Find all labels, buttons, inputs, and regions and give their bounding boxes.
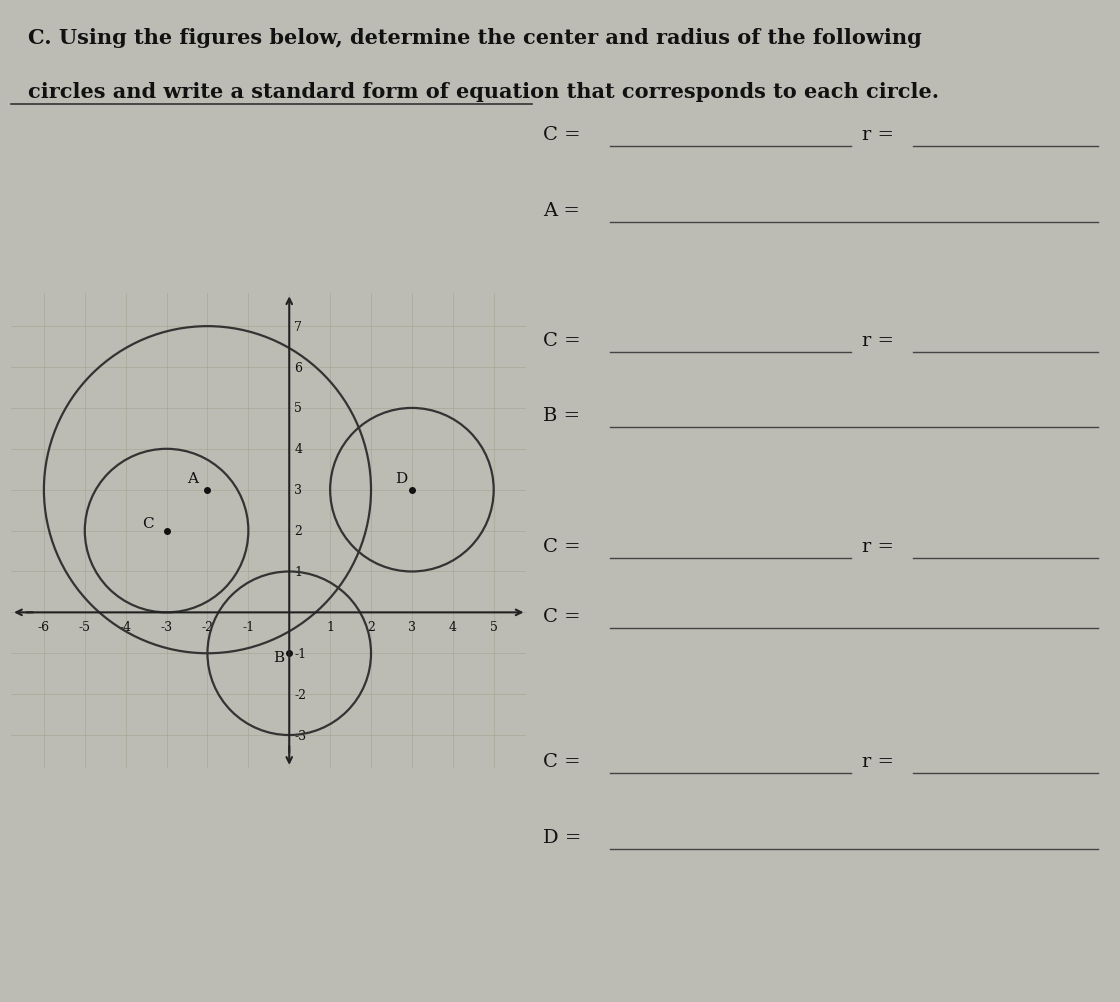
Text: A: A xyxy=(187,471,198,485)
Text: 4: 4 xyxy=(449,620,457,633)
Text: 1: 1 xyxy=(326,620,334,633)
Text: A =: A = xyxy=(543,201,580,219)
Text: -6: -6 xyxy=(38,620,50,633)
Text: C =: C = xyxy=(543,537,581,555)
Text: 2: 2 xyxy=(367,620,375,633)
Text: -5: -5 xyxy=(78,620,91,633)
Text: 5: 5 xyxy=(295,402,302,415)
Text: r =: r = xyxy=(862,537,895,555)
Text: 1: 1 xyxy=(295,565,302,578)
Text: C =: C = xyxy=(543,126,581,144)
Text: r =: r = xyxy=(862,753,895,771)
Text: B: B xyxy=(273,650,284,664)
Text: 3: 3 xyxy=(295,484,302,497)
Text: -2: -2 xyxy=(295,688,306,701)
Text: B =: B = xyxy=(543,407,580,425)
Text: -2: -2 xyxy=(202,620,214,633)
Text: 5: 5 xyxy=(489,620,497,633)
Text: D: D xyxy=(395,471,408,485)
Text: C =: C = xyxy=(543,332,581,350)
Text: 3: 3 xyxy=(408,620,416,633)
Text: -3: -3 xyxy=(295,728,306,741)
Text: C =: C = xyxy=(543,607,581,625)
Text: C =: C = xyxy=(543,753,581,771)
Text: C: C xyxy=(142,516,153,530)
Text: D =: D = xyxy=(543,828,581,846)
Text: circles and write a standard form of equation that corresponds to each circle.: circles and write a standard form of equ… xyxy=(28,82,939,102)
Text: -4: -4 xyxy=(120,620,132,633)
Text: C. Using the figures below, determine the center and radius of the following: C. Using the figures below, determine th… xyxy=(28,28,922,48)
Text: 2: 2 xyxy=(295,525,302,537)
Text: r =: r = xyxy=(862,126,895,144)
Text: 6: 6 xyxy=(295,361,302,374)
Text: -3: -3 xyxy=(160,620,172,633)
Text: -1: -1 xyxy=(295,647,306,660)
Text: 4: 4 xyxy=(295,443,302,456)
Text: 7: 7 xyxy=(295,321,302,334)
Text: -1: -1 xyxy=(242,620,254,633)
Text: r =: r = xyxy=(862,332,895,350)
